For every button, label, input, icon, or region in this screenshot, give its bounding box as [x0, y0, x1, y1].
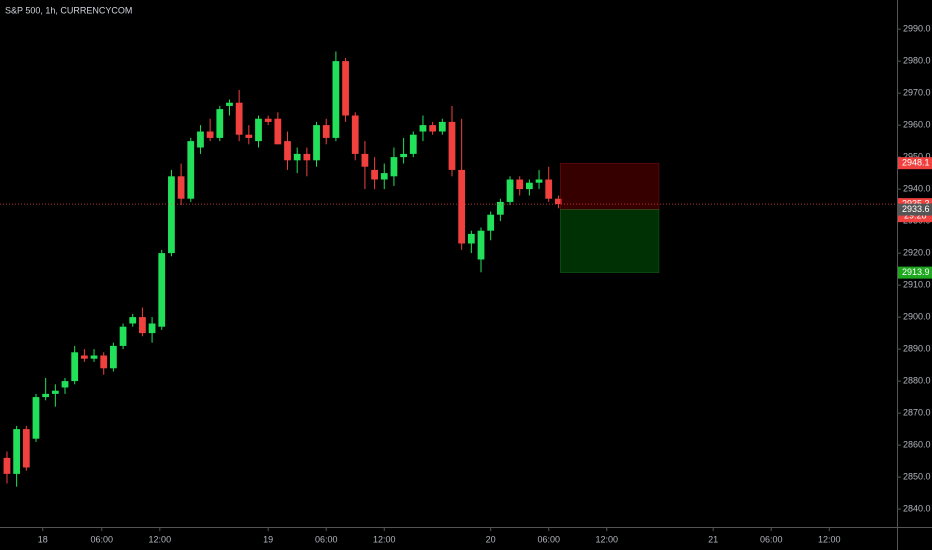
y-tick-label: 2940.0: [903, 183, 931, 193]
candle-body: [429, 125, 437, 132]
candle-body: [139, 317, 146, 334]
candle-body: [322, 125, 330, 138]
x-tick-label: 06:00: [537, 534, 560, 544]
stop-label: 2948.1: [902, 158, 930, 168]
candle-body: [342, 61, 349, 116]
candle-body: [3, 457, 11, 474]
y-tick-label: 2890.0: [903, 343, 931, 353]
candle-body: [13, 429, 21, 474]
y-tick-label: 2850.0: [903, 471, 931, 481]
candle-body: [187, 141, 195, 199]
y-tick-label: 2910.0: [903, 279, 931, 289]
candle-body: [371, 169, 378, 180]
y-tick-label: 2900.0: [903, 311, 931, 321]
candle-body: [168, 176, 175, 254]
y-tick-label: 2950.0: [903, 151, 931, 161]
candle-body: [42, 393, 50, 398]
candle-body: [506, 179, 514, 202]
candle-body: [245, 134, 253, 138]
candle-body: [80, 355, 88, 359]
target-label: 2913.9: [902, 267, 930, 277]
candle-body: [438, 121, 446, 132]
candle-body: [216, 109, 224, 138]
candle-body: [197, 131, 204, 148]
entry-label-bg: [898, 203, 932, 216]
candle-body: [109, 345, 117, 369]
target-zone: [560, 209, 660, 273]
stop-zone: [560, 162, 660, 210]
x-tick-label: 20: [486, 534, 496, 544]
candle-body: [313, 125, 320, 161]
candle-body: [496, 201, 504, 215]
candle-body: [487, 214, 495, 231]
candle-body: [264, 118, 272, 122]
x-tick-label: 21: [708, 534, 718, 544]
x-tick-label: 12:00: [818, 534, 841, 544]
y-tick-label: 2980.0: [903, 55, 931, 65]
candle-body: [235, 102, 243, 135]
x-tick-label: 19: [263, 534, 273, 544]
y-tick-label: 2840.0: [903, 503, 931, 513]
candle-body: [177, 176, 185, 199]
candle-body: [303, 153, 311, 161]
candle-body: [477, 230, 485, 260]
target-label-bg: [898, 266, 932, 279]
candle-body: [293, 153, 301, 161]
x-tick-label: 06:00: [760, 534, 783, 544]
candle-body: [71, 352, 79, 382]
candle-body: [284, 141, 291, 161]
candle-body: [351, 115, 359, 154]
x-tick-label: 06:00: [315, 534, 338, 544]
candle-body: [100, 355, 108, 369]
candle-body: [361, 153, 369, 167]
y-tick-label: 2920.0: [903, 247, 931, 257]
candle-body: [458, 169, 466, 244]
candle-body: [419, 125, 427, 132]
candle-body: [129, 317, 137, 324]
candle-body: [409, 134, 417, 154]
candle-body: [467, 233, 475, 244]
current-price-label: 2935.3: [902, 199, 930, 209]
candle-body: [90, 355, 98, 359]
candle-body: [255, 118, 262, 142]
stop-label-bg: [898, 157, 932, 170]
candle-body: [119, 326, 127, 346]
y-tick-label: 2880.0: [903, 375, 931, 385]
candle-body: [51, 390, 59, 394]
x-tick-label: 18: [38, 534, 48, 544]
x-tick-label: 06:00: [91, 534, 114, 544]
candle-body: [274, 118, 282, 145]
candle-body: [148, 323, 156, 334]
y-tick-label: 2990.0: [903, 23, 931, 33]
candle-body: [535, 179, 543, 183]
y-tick-label: 2860.0: [903, 439, 931, 449]
y-tick-label: 2960.0: [903, 119, 931, 129]
candle-body: [61, 381, 69, 388]
candle-body: [226, 102, 233, 106]
candle-body: [516, 179, 524, 190]
candle-body: [380, 173, 388, 180]
candle-body: [206, 131, 214, 138]
candle-body: [332, 61, 340, 138]
y-tick-label: 2970.0: [903, 87, 931, 97]
y-tick-label: 2870.0: [903, 407, 931, 417]
candle-body: [448, 121, 456, 170]
x-tick-label: 12:00: [596, 534, 619, 544]
candle-body: [32, 397, 40, 439]
entry-label: 2933.6: [902, 204, 930, 214]
candle-body: [22, 429, 30, 468]
chart-title: S&P 500, 1h, CURRENCYCOM: [5, 5, 132, 15]
candle-body: [390, 157, 398, 177]
candle-body: [555, 198, 562, 205]
candle-body: [400, 153, 407, 158]
candle-body: [158, 253, 166, 327]
x-tick-label: 12:00: [373, 534, 396, 544]
candle-body: [545, 179, 553, 199]
x-tick-label: 12:00: [149, 534, 172, 544]
candle-body: [525, 182, 533, 190]
